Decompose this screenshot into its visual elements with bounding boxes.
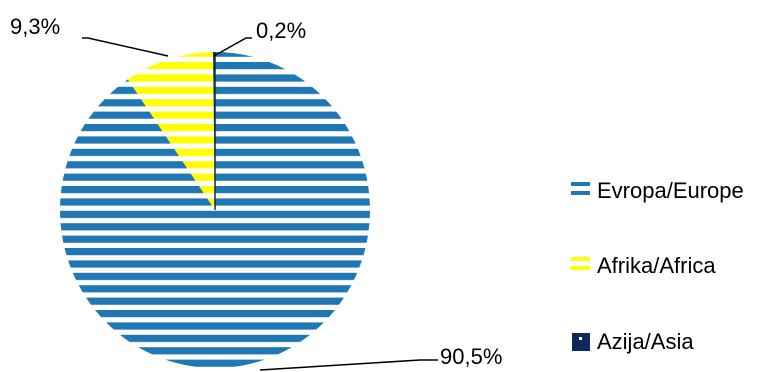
legend-item-europe: Evropa/Europe <box>571 178 744 203</box>
data-label-asia: 0,2% <box>256 18 306 43</box>
pie-slice-europe <box>60 52 371 369</box>
data-label-africa: 9,3% <box>10 14 60 39</box>
legend-swatch-europe <box>571 182 590 186</box>
legend-swatch-africa-stripe <box>571 266 590 270</box>
leader-line-africa <box>82 37 169 57</box>
data-label-europe: 90,5% <box>440 344 502 369</box>
legend: Evropa/Europe Afrika/Africa Azija/Asia <box>571 178 744 354</box>
legend-label-asia: Azija/Asia <box>597 329 694 354</box>
leader-line-europe <box>259 359 438 371</box>
legend-swatch-europe-stripe <box>571 191 590 195</box>
legend-swatch-africa <box>571 257 590 261</box>
pie-slice-africa <box>127 52 215 211</box>
leader-line-asia <box>213 37 252 57</box>
legend-label-africa: Afrika/Africa <box>597 253 716 278</box>
legend-swatch-asia <box>572 333 590 351</box>
legend-item-africa: Afrika/Africa <box>571 253 716 278</box>
legend-item-asia: Azija/Asia <box>572 329 694 354</box>
legend-label-europe: Evropa/Europe <box>597 178 744 203</box>
legend-swatch-asia-dot <box>579 337 582 340</box>
